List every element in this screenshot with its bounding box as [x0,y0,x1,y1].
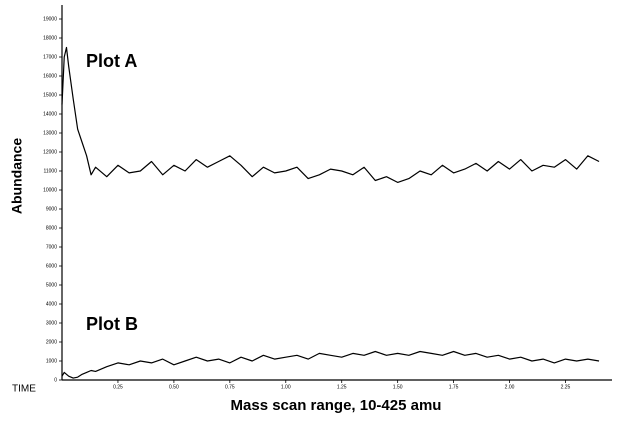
annotation: Plot A [86,51,137,71]
y-tick-label: 5000 [46,282,57,288]
x-tick-label: 2.25 [561,384,571,390]
line [61,350,600,379]
y-tick-label: 15000 [43,92,57,98]
annotation: Plot B [86,314,138,334]
y-tick-label: 10000 [43,187,57,193]
y-axis-title: Abundance [9,138,25,214]
y-tick-label: 3000 [46,320,57,326]
corner-label: TIME [12,384,36,395]
y-tick-label: 18000 [43,35,57,41]
y-tick-label: 13000 [43,130,57,136]
y-tick-label: 17000 [43,54,57,60]
y-tick-label: 14000 [43,111,57,117]
y-tick-label: 9000 [46,206,57,212]
x-tick-label: 0.75 [225,384,235,390]
y-tick-label: 12000 [43,149,57,155]
y-tick-label: 19000 [43,16,57,22]
y-tick-label: 1000 [46,358,57,364]
y-tick-label: 16000 [43,73,57,79]
line [61,46,600,183]
x-tick-label: 1.25 [337,384,347,390]
x-tick-label: 0.25 [113,384,123,390]
y-tick-label: 6000 [46,263,57,269]
x-tick-label: 1.75 [449,384,459,390]
x-tick-label: 1.00 [281,384,291,390]
x-axis-title: Mass scan range, 10-425 amu [231,397,442,414]
y-tick-label: 2000 [46,339,57,345]
y-tick-label: 0 [54,377,57,383]
x-tick-label: 0.50 [169,384,179,390]
y-tick-label: 4000 [46,301,57,307]
y-tick-label: 11000 [43,168,57,174]
x-tick-label: 1.50 [393,384,403,390]
x-tick-label: 2.00 [505,384,515,390]
y-tick-label: 8000 [46,225,57,231]
y-tick-label: 7000 [46,244,57,250]
